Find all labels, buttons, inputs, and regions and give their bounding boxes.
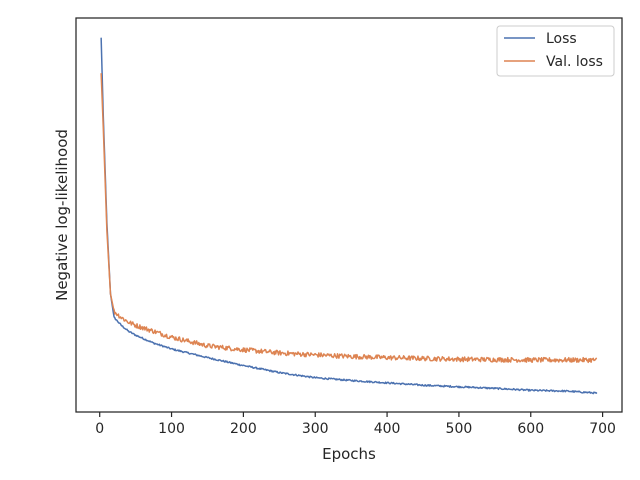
legend-label-val-loss: Val. loss (546, 54, 603, 70)
x-tick-label: 0 (95, 421, 104, 437)
x-ticks: 0 100 200 300 400 500 600 700 (95, 412, 616, 437)
series-layer (100, 37, 598, 395)
legend-label-loss: Loss (546, 31, 577, 47)
y-axis-label: Negative log-likelihood (53, 129, 71, 301)
series-line-0 (100, 37, 598, 395)
x-axis-label: Epochs (322, 445, 376, 463)
x-tick-label: 300 (302, 421, 329, 437)
x-tick-label: 500 (446, 421, 473, 437)
series-line-1 (100, 73, 598, 364)
x-tick-label: 100 (158, 421, 185, 437)
x-tick-label: 600 (517, 421, 544, 437)
plot-area (76, 18, 622, 412)
x-tick-label: 400 (374, 421, 401, 437)
x-tick-label: 200 (230, 421, 257, 437)
plot-frame (75, 17, 623, 413)
x-tick-label: 700 (589, 421, 616, 437)
legend: Loss Val. loss (496, 25, 615, 77)
